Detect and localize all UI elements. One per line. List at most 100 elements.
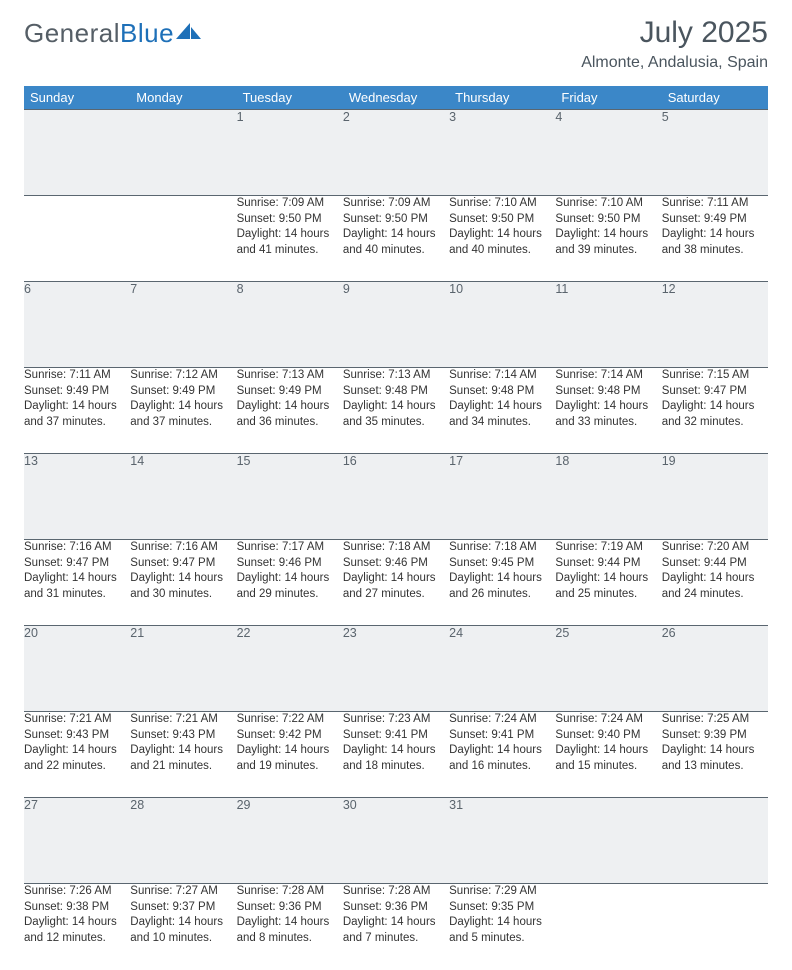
weekday-header: Monday bbox=[130, 86, 236, 110]
daylight-line-1: Daylight: 14 hours bbox=[555, 399, 661, 415]
daylight-line-1: Daylight: 14 hours bbox=[555, 743, 661, 759]
sunset-line: Sunset: 9:47 PM bbox=[662, 384, 768, 400]
daylight-line-2: and 15 minutes. bbox=[555, 759, 661, 775]
sail-icon bbox=[176, 23, 202, 46]
sunset-line: Sunset: 9:45 PM bbox=[449, 556, 555, 572]
weekday-header: Wednesday bbox=[343, 86, 449, 110]
sunrise-line: Sunrise: 7:17 AM bbox=[237, 540, 343, 556]
day-content-cell: Sunrise: 7:24 AMSunset: 9:40 PMDaylight:… bbox=[555, 712, 661, 798]
day-number-cell: 2 bbox=[343, 110, 449, 196]
weekday-header: Friday bbox=[555, 86, 661, 110]
sunrise-line: Sunrise: 7:18 AM bbox=[343, 540, 449, 556]
empty-cell bbox=[24, 196, 130, 282]
sunrise-line: Sunrise: 7:13 AM bbox=[237, 368, 343, 384]
day-number-cell: 14 bbox=[130, 454, 236, 540]
sunset-line: Sunset: 9:43 PM bbox=[24, 728, 130, 744]
day-content-cell: Sunrise: 7:23 AMSunset: 9:41 PMDaylight:… bbox=[343, 712, 449, 798]
empty-cell bbox=[555, 884, 661, 970]
daylight-line-2: and 37 minutes. bbox=[130, 415, 236, 431]
day-content-cell: Sunrise: 7:16 AMSunset: 9:47 PMDaylight:… bbox=[24, 540, 130, 626]
sunset-line: Sunset: 9:46 PM bbox=[237, 556, 343, 572]
sunset-line: Sunset: 9:41 PM bbox=[449, 728, 555, 744]
sunset-line: Sunset: 9:50 PM bbox=[449, 212, 555, 228]
daynum-row: 20212223242526 bbox=[24, 626, 768, 712]
daylight-line-2: and 35 minutes. bbox=[343, 415, 449, 431]
daylight-line-1: Daylight: 14 hours bbox=[237, 399, 343, 415]
daylight-line-2: and 31 minutes. bbox=[24, 587, 130, 603]
sunset-line: Sunset: 9:50 PM bbox=[237, 212, 343, 228]
day-content-cell: Sunrise: 7:29 AMSunset: 9:35 PMDaylight:… bbox=[449, 884, 555, 970]
sunset-line: Sunset: 9:39 PM bbox=[662, 728, 768, 744]
content-row: Sunrise: 7:11 AMSunset: 9:49 PMDaylight:… bbox=[24, 368, 768, 454]
sunrise-line: Sunrise: 7:28 AM bbox=[343, 884, 449, 900]
day-number-cell: 23 bbox=[343, 626, 449, 712]
daylight-line-2: and 12 minutes. bbox=[24, 931, 130, 947]
sunset-line: Sunset: 9:37 PM bbox=[130, 900, 236, 916]
sunrise-line: Sunrise: 7:18 AM bbox=[449, 540, 555, 556]
sunrise-line: Sunrise: 7:21 AM bbox=[24, 712, 130, 728]
sunset-line: Sunset: 9:48 PM bbox=[555, 384, 661, 400]
daylight-line-1: Daylight: 14 hours bbox=[24, 743, 130, 759]
daylight-line-1: Daylight: 14 hours bbox=[343, 399, 449, 415]
day-content-cell: Sunrise: 7:26 AMSunset: 9:38 PMDaylight:… bbox=[24, 884, 130, 970]
sunrise-line: Sunrise: 7:26 AM bbox=[24, 884, 130, 900]
location-subtitle: Almonte, Andalusia, Spain bbox=[581, 54, 768, 72]
sunset-line: Sunset: 9:36 PM bbox=[343, 900, 449, 916]
day-content-cell: Sunrise: 7:28 AMSunset: 9:36 PMDaylight:… bbox=[237, 884, 343, 970]
day-number-cell: 1 bbox=[237, 110, 343, 196]
sunset-line: Sunset: 9:44 PM bbox=[662, 556, 768, 572]
content-row: Sunrise: 7:16 AMSunset: 9:47 PMDaylight:… bbox=[24, 540, 768, 626]
day-content-cell: Sunrise: 7:13 AMSunset: 9:48 PMDaylight:… bbox=[343, 368, 449, 454]
daylight-line-1: Daylight: 14 hours bbox=[237, 915, 343, 931]
day-number-cell: 5 bbox=[662, 110, 768, 196]
daylight-line-1: Daylight: 14 hours bbox=[449, 227, 555, 243]
sunrise-line: Sunrise: 7:10 AM bbox=[555, 196, 661, 212]
day-content-cell: Sunrise: 7:14 AMSunset: 9:48 PMDaylight:… bbox=[555, 368, 661, 454]
sunrise-line: Sunrise: 7:29 AM bbox=[449, 884, 555, 900]
daylight-line-1: Daylight: 14 hours bbox=[343, 743, 449, 759]
daynum-row: 13141516171819 bbox=[24, 454, 768, 540]
sunrise-line: Sunrise: 7:15 AM bbox=[662, 368, 768, 384]
empty-cell bbox=[130, 196, 236, 282]
daylight-line-2: and 24 minutes. bbox=[662, 587, 768, 603]
daylight-line-1: Daylight: 14 hours bbox=[449, 915, 555, 931]
daylight-line-1: Daylight: 14 hours bbox=[343, 227, 449, 243]
sunrise-line: Sunrise: 7:22 AM bbox=[237, 712, 343, 728]
daylight-line-2: and 25 minutes. bbox=[555, 587, 661, 603]
sunset-line: Sunset: 9:47 PM bbox=[130, 556, 236, 572]
empty-cell bbox=[555, 798, 661, 884]
day-content-cell: Sunrise: 7:27 AMSunset: 9:37 PMDaylight:… bbox=[130, 884, 236, 970]
sunrise-line: Sunrise: 7:28 AM bbox=[237, 884, 343, 900]
calendar-header: SundayMondayTuesdayWednesdayThursdayFrid… bbox=[24, 86, 768, 110]
sunrise-line: Sunrise: 7:09 AM bbox=[343, 196, 449, 212]
header-row: GeneralBlue July 2025 Almonte, Andalusia… bbox=[24, 18, 768, 72]
daylight-line-2: and 5 minutes. bbox=[449, 931, 555, 947]
sunset-line: Sunset: 9:42 PM bbox=[237, 728, 343, 744]
day-number-cell: 27 bbox=[24, 798, 130, 884]
sunrise-line: Sunrise: 7:14 AM bbox=[555, 368, 661, 384]
daylight-line-1: Daylight: 14 hours bbox=[237, 743, 343, 759]
daylight-line-1: Daylight: 14 hours bbox=[555, 227, 661, 243]
day-content-cell: Sunrise: 7:28 AMSunset: 9:36 PMDaylight:… bbox=[343, 884, 449, 970]
day-content-cell: Sunrise: 7:13 AMSunset: 9:49 PMDaylight:… bbox=[237, 368, 343, 454]
title-block: July 2025 Almonte, Andalusia, Spain bbox=[581, 18, 768, 72]
daylight-line-2: and 10 minutes. bbox=[130, 931, 236, 947]
sunset-line: Sunset: 9:48 PM bbox=[449, 384, 555, 400]
daylight-line-2: and 22 minutes. bbox=[24, 759, 130, 775]
logo-word-2: Blue bbox=[120, 18, 174, 48]
sunset-line: Sunset: 9:41 PM bbox=[343, 728, 449, 744]
sunrise-line: Sunrise: 7:10 AM bbox=[449, 196, 555, 212]
logo-text: GeneralBlue bbox=[24, 18, 174, 49]
sunset-line: Sunset: 9:35 PM bbox=[449, 900, 555, 916]
day-content-cell: Sunrise: 7:21 AMSunset: 9:43 PMDaylight:… bbox=[130, 712, 236, 798]
day-number-cell: 25 bbox=[555, 626, 661, 712]
daylight-line-2: and 34 minutes. bbox=[449, 415, 555, 431]
daylight-line-1: Daylight: 14 hours bbox=[449, 743, 555, 759]
daylight-line-2: and 41 minutes. bbox=[237, 243, 343, 259]
empty-cell bbox=[662, 884, 768, 970]
day-content-cell: Sunrise: 7:12 AMSunset: 9:49 PMDaylight:… bbox=[130, 368, 236, 454]
daylight-line-1: Daylight: 14 hours bbox=[343, 571, 449, 587]
day-number-cell: 17 bbox=[449, 454, 555, 540]
weekday-header: Sunday bbox=[24, 86, 130, 110]
day-content-cell: Sunrise: 7:25 AMSunset: 9:39 PMDaylight:… bbox=[662, 712, 768, 798]
